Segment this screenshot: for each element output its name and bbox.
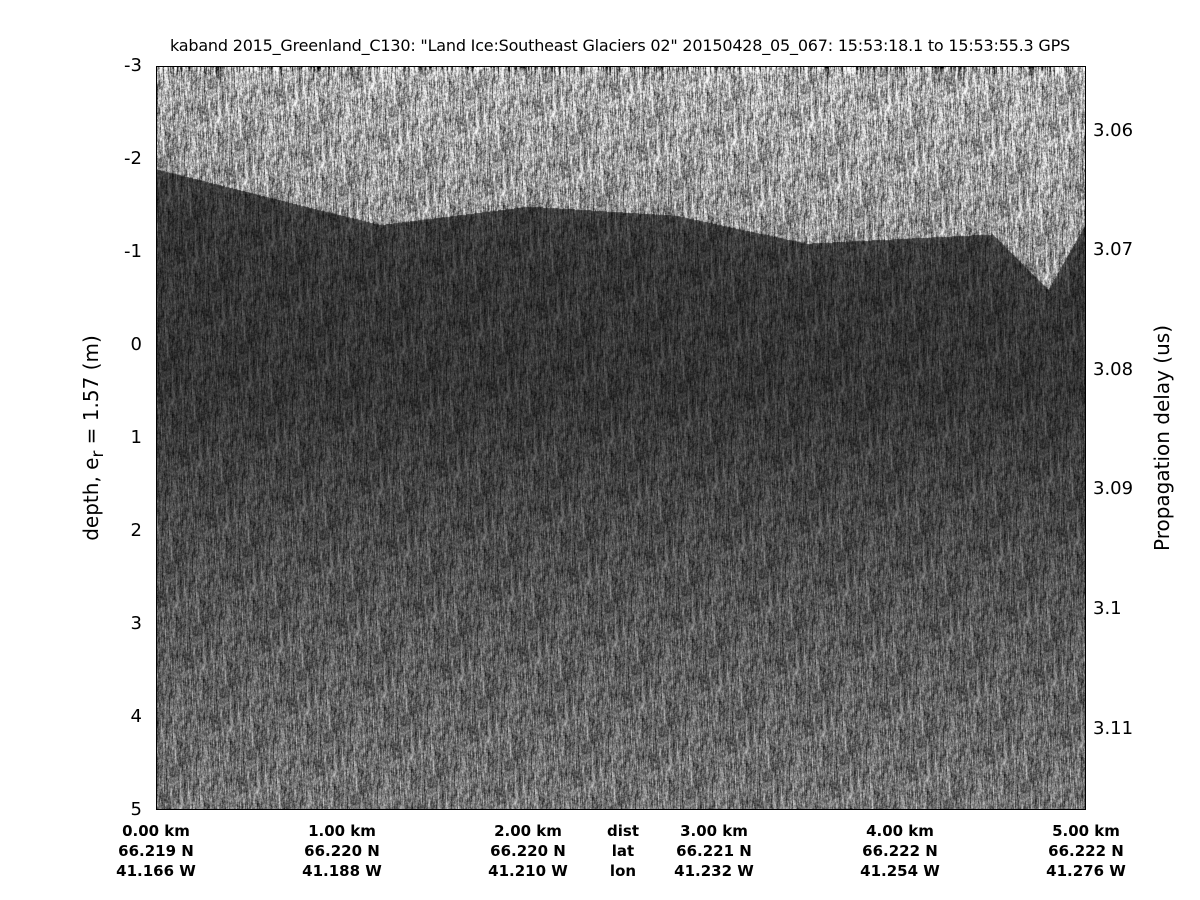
- x-tick-lat-label: 66.219 N: [118, 842, 194, 860]
- x-tick-lon-label: 41.210 W: [488, 862, 568, 880]
- y-tick-label: 2: [130, 520, 142, 541]
- x-tick-lon-label: 41.166 W: [116, 862, 196, 880]
- x-tick-dist-label: 1.00 km: [308, 822, 376, 840]
- y-tick-label: 4: [130, 706, 142, 727]
- y-axis-label-subscript: r: [88, 450, 107, 458]
- y-tick-label: 1: [130, 427, 142, 448]
- x-row-label-lat: lat: [611, 842, 635, 860]
- x-tick-lat-label: 66.220 N: [490, 842, 566, 860]
- y-axis-label-unit: = 1.57 (m): [79, 335, 103, 451]
- x-tick-dist-label: 2.00 km: [494, 822, 562, 840]
- right-y-tick-label: 3.11: [1093, 717, 1134, 739]
- x-tick-lat-label: 66.220 N: [304, 842, 380, 860]
- y-axis-label-text: depth, e: [79, 457, 103, 541]
- echogram-plot-area: [156, 66, 1086, 810]
- y-tick-label: 3: [130, 613, 142, 634]
- x-tick-lon-label: 41.254 W: [860, 862, 940, 880]
- y-tick-label: -1: [124, 241, 142, 262]
- echogram-image: [157, 67, 1085, 809]
- x-tick-lon-label: 41.232 W: [674, 862, 754, 880]
- x-tick-dist-label: 0.00 km: [122, 822, 190, 840]
- y-tick-label: 5: [130, 799, 142, 820]
- x-tick-dist-label: 3.00 km: [680, 822, 748, 840]
- x-row-label-lon: lon: [609, 862, 637, 880]
- x-tick-dist-label: 5.00 km: [1052, 822, 1120, 840]
- x-row-label-dist: dist: [607, 822, 639, 840]
- y-tick-label: -2: [124, 148, 142, 169]
- y-tick-label: -3: [124, 55, 142, 76]
- x-tick-dist-label: 4.00 km: [866, 822, 934, 840]
- x-tick-lat-label: 66.221 N: [676, 842, 752, 860]
- x-tick-lon-label: 41.276 W: [1046, 862, 1126, 880]
- right-y-tick-label: 3.07: [1093, 239, 1134, 261]
- x-tick-lat-label: 66.222 N: [862, 842, 938, 860]
- right-y-tick-label: 3.08: [1093, 358, 1134, 380]
- right-y-tick-label: 3.09: [1093, 478, 1134, 500]
- right-y-axis-label: Propagation delay (us): [1150, 324, 1174, 552]
- y-tick-label: 0: [130, 334, 142, 355]
- x-tick-lon-label: 41.188 W: [302, 862, 382, 880]
- right-y-tick-label: 3.06: [1093, 119, 1134, 141]
- y-axis-label: depth, er = 1.57 (m): [79, 335, 107, 541]
- x-tick-lat-label: 66.222 N: [1048, 842, 1124, 860]
- chart-title: kaband 2015_Greenland_C130: "Land Ice:So…: [169, 36, 1071, 55]
- right-y-tick-label: 3.1: [1093, 598, 1122, 620]
